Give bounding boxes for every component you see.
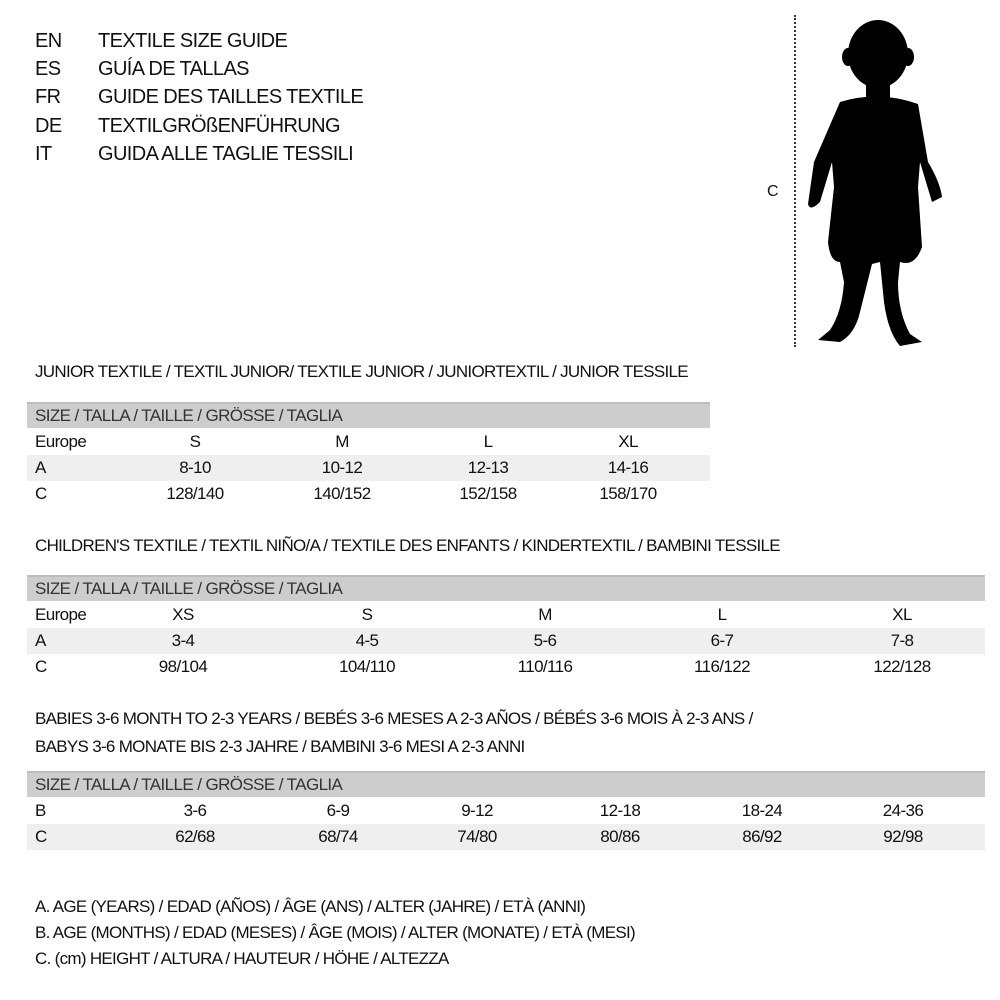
table-cell: 128/140	[166, 484, 224, 503]
table-cell: 12-18	[599, 801, 641, 820]
height-measure-line	[794, 15, 796, 347]
table-row: C 128/140 140/152 152/158 158/170	[27, 481, 710, 507]
table-cell: S	[361, 605, 373, 624]
table-cell: 140/152	[313, 484, 371, 503]
row-label: A	[35, 458, 46, 477]
table-cell: 68/74	[318, 827, 358, 846]
babies-size-table: SIZE / TALLA / TAILLE / GRÖSSE / TAGLIA …	[27, 771, 985, 850]
lang-code: IT	[35, 143, 52, 165]
table-cell: XS	[172, 605, 194, 624]
legend-item: C. (cm) HEIGHT / ALTURA / HAUTEUR / HÖHE…	[35, 949, 449, 968]
table-cell: XL	[892, 605, 912, 624]
table-row: Europe XS S M L XL	[27, 602, 985, 628]
size-header-row: SIZE / TALLA / TAILLE / GRÖSSE / TAGLIA	[27, 771, 985, 797]
table-cell: 9-12	[461, 801, 493, 820]
table-cell: S	[189, 432, 201, 451]
table-cell: 122/128	[873, 657, 931, 676]
table-cell: 110/116	[517, 657, 573, 676]
table-cell: XL	[618, 432, 638, 451]
lang-code: DE	[35, 115, 62, 137]
row-label: C	[35, 484, 47, 503]
child-silhouette-icon	[808, 20, 942, 346]
table-cell: 24-36	[882, 801, 924, 820]
row-label: B	[35, 801, 46, 820]
table-cell: L	[717, 605, 727, 624]
table-cell: 62/68	[175, 827, 215, 846]
legend-item: A. AGE (YEARS) / EDAD (AÑOS) / ÂGE (ANS)…	[35, 897, 586, 916]
table-cell: L	[483, 432, 493, 451]
height-label: C	[767, 183, 779, 200]
table-cell: 74/80	[457, 827, 497, 846]
lang-title: GUÍA DE TALLAS	[98, 58, 250, 80]
table-row: C 98/104 104/110 110/116 116/122 122/128	[27, 654, 985, 680]
row-label: Europe	[35, 432, 87, 451]
table-row: B 3-6 6-9 9-12 12-18 18-24 24-36	[27, 798, 985, 824]
table-cell: M	[335, 432, 349, 451]
table-cell: 116/122	[694, 657, 751, 676]
lang-code: ES	[35, 58, 61, 80]
lang-title: GUIDA ALLE TAGLIE TESSILI	[98, 143, 354, 165]
lang-title: GUIDE DES TAILLES TEXTILE	[98, 86, 364, 108]
table-cell: 104/110	[339, 657, 396, 676]
table-cell: 86/92	[742, 827, 782, 846]
table-cell: 6-9	[326, 801, 350, 820]
table-row: C 62/68 68/74 74/80 80/86 86/92 92/98	[27, 824, 985, 850]
children-section-title: CHILDREN'S TEXTILE / TEXTIL NIÑO/A / TEX…	[35, 536, 781, 555]
lang-title: TEXTILE SIZE GUIDE	[98, 30, 288, 52]
legend-item: B. AGE (MONTHS) / EDAD (MESES) / ÂGE (MO…	[35, 923, 636, 942]
lang-code: EN	[35, 30, 62, 52]
table-cell: 80/86	[600, 827, 640, 846]
table-cell: 3-6	[183, 801, 207, 820]
table-cell: 3-4	[171, 631, 195, 650]
table-cell: 92/98	[883, 827, 923, 846]
table-cell: 10-12	[321, 458, 363, 477]
lang-title: TEXTILGRÖßENFÜHRUNG	[98, 115, 341, 137]
table-cell: 6-7	[710, 631, 734, 650]
children-size-table: SIZE / TALLA / TAILLE / GRÖSSE / TAGLIA …	[27, 575, 985, 680]
size-header-row: SIZE / TALLA / TAILLE / GRÖSSE / TAGLIA	[27, 402, 710, 428]
table-cell: 7-8	[890, 631, 914, 650]
table-cell: 8-10	[179, 458, 211, 477]
table-cell: 152/158	[459, 484, 517, 503]
babies-section-title: BABIES 3-6 MONTH TO 2-3 YEARS / BEBÉS 3-…	[35, 709, 753, 728]
size-header-row: SIZE / TALLA / TAILLE / GRÖSSE / TAGLIA	[27, 575, 985, 601]
row-label: C	[35, 657, 47, 676]
table-cell: 158/170	[599, 484, 657, 503]
babies-section-title-line2: BABYS 3-6 MONATE BIS 2-3 JAHRE / BAMBINI…	[35, 737, 525, 756]
table-cell: 98/104	[158, 657, 208, 676]
lang-code: FR	[35, 86, 61, 108]
row-label: A	[35, 631, 46, 650]
row-label: C	[35, 827, 47, 846]
table-cell: M	[538, 605, 552, 624]
table-cell: 5-6	[533, 631, 557, 650]
table-cell: 14-16	[607, 458, 649, 477]
junior-size-table: SIZE / TALLA / TAILLE / GRÖSSE / TAGLIA …	[27, 402, 710, 507]
row-label: Europe	[35, 605, 87, 624]
table-row: A 8-10 10-12 12-13 14-16	[27, 455, 710, 481]
table-row: Europe S M L XL	[27, 429, 710, 455]
table-cell: 4-5	[355, 631, 379, 650]
table-row: A 3-4 4-5 5-6 6-7 7-8	[27, 628, 985, 654]
table-cell: 12-13	[467, 458, 509, 477]
table-cell: 18-24	[741, 801, 783, 820]
junior-section-title: JUNIOR TEXTILE / TEXTIL JUNIOR/ TEXTILE …	[35, 362, 689, 381]
